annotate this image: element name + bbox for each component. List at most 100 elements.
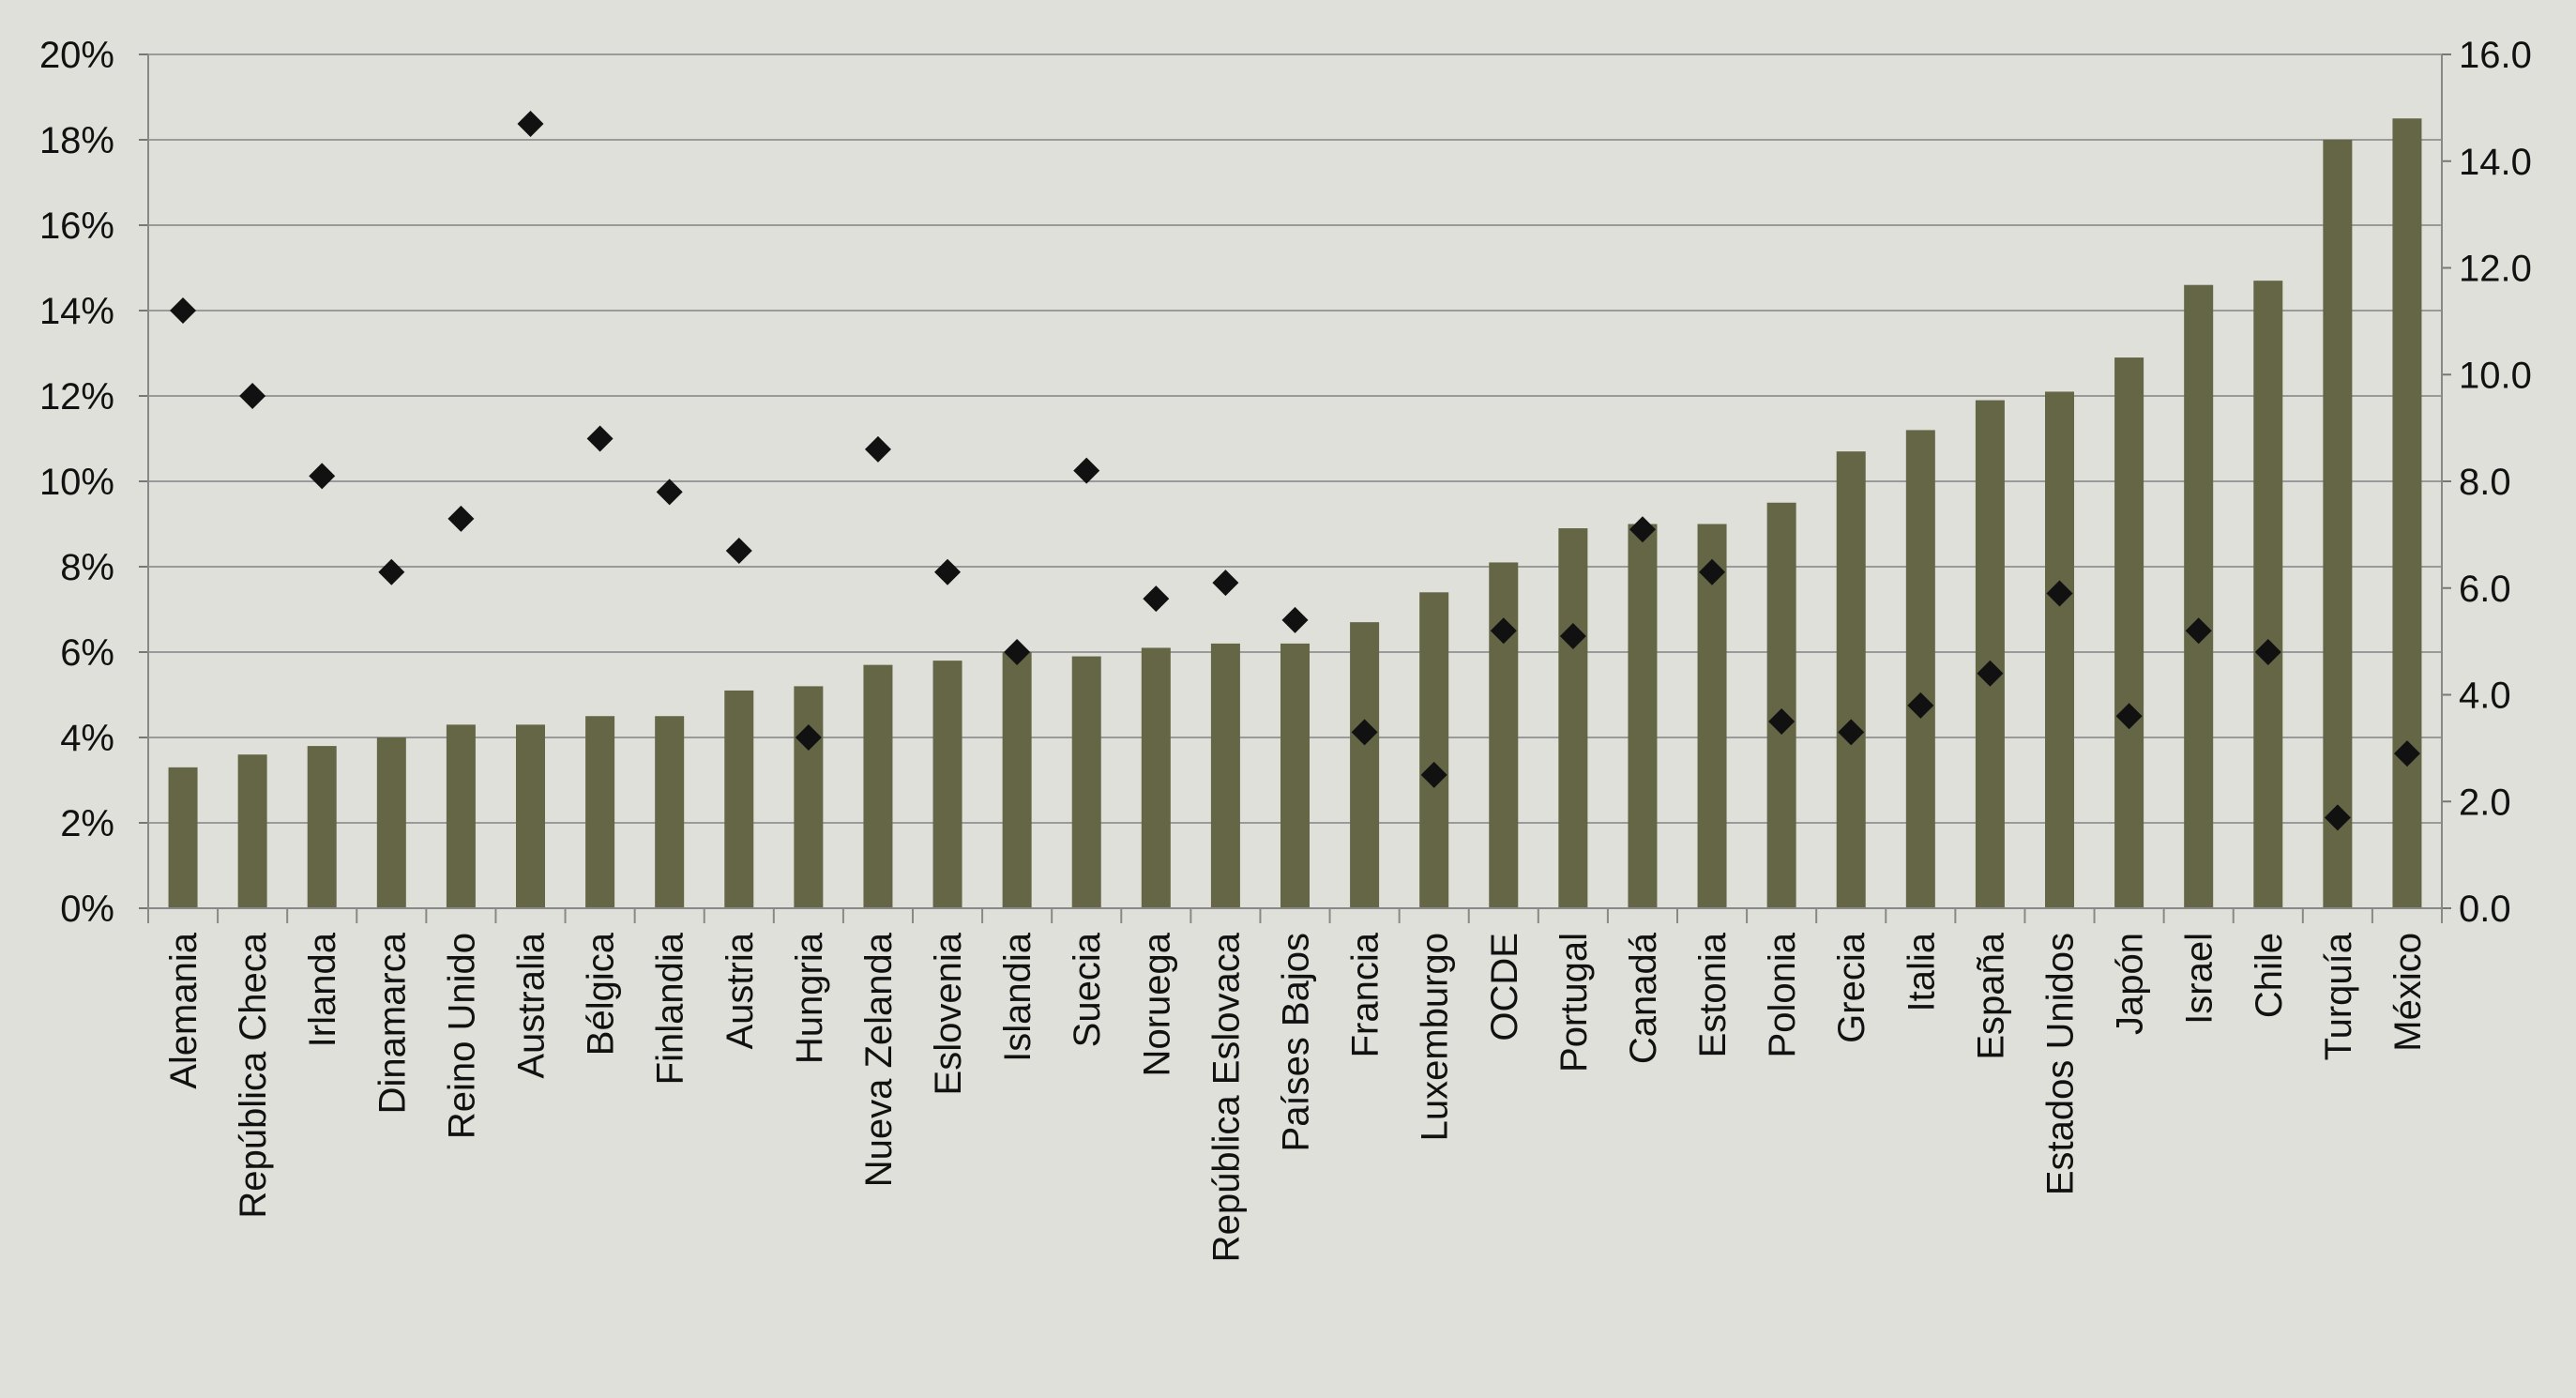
marker-point bbox=[378, 558, 405, 585]
bar bbox=[932, 661, 962, 908]
marker-point bbox=[239, 383, 266, 409]
y-right-tick-label: 4.0 bbox=[2459, 676, 2511, 717]
marker-point bbox=[1212, 570, 1239, 597]
marker-point bbox=[1490, 617, 1517, 645]
bar bbox=[863, 664, 893, 908]
x-category-label: Reino Unido bbox=[441, 933, 482, 1139]
x-category-label: Canadá bbox=[1623, 932, 1664, 1064]
x-category-label: Estonia bbox=[1692, 932, 1734, 1057]
bar bbox=[1905, 430, 1935, 908]
x-category-label: España bbox=[1970, 932, 2011, 1059]
bar bbox=[1975, 400, 2005, 908]
bar bbox=[585, 716, 615, 908]
x-category-label: Japón bbox=[2110, 933, 2151, 1035]
bar bbox=[1489, 562, 1519, 908]
marker-point bbox=[586, 425, 614, 452]
y-left-tick-label: 12% bbox=[39, 376, 114, 418]
marker-point bbox=[1143, 585, 1170, 613]
marker-point bbox=[1629, 516, 1656, 543]
marker-point bbox=[1420, 761, 1447, 788]
x-category-label: Italia bbox=[1901, 932, 1942, 1011]
marker-point bbox=[1559, 622, 1586, 649]
bar bbox=[794, 686, 824, 908]
y-right-tick-label: 8.0 bbox=[2459, 462, 2511, 503]
x-category-label: Polonia bbox=[1762, 932, 1803, 1057]
bar bbox=[1558, 528, 1588, 908]
y-left-tick-label: 4% bbox=[60, 718, 114, 759]
x-category-label: Chile bbox=[2249, 933, 2290, 1018]
bar bbox=[516, 724, 545, 908]
bar bbox=[1071, 656, 1101, 908]
marker-point bbox=[2324, 804, 2351, 831]
marker-point bbox=[725, 537, 752, 564]
x-category-label: Suecia bbox=[1067, 932, 1108, 1047]
marker-point bbox=[656, 479, 683, 506]
bar bbox=[2045, 391, 2074, 908]
marker-point bbox=[517, 110, 544, 137]
marker-point bbox=[1004, 639, 1031, 665]
marker-point bbox=[309, 463, 336, 490]
marker-point bbox=[795, 724, 822, 751]
bar bbox=[237, 754, 267, 908]
marker-point bbox=[2185, 617, 2212, 645]
bar bbox=[376, 737, 406, 908]
marker-point bbox=[864, 435, 891, 463]
marker-point bbox=[1838, 719, 1865, 746]
bar bbox=[655, 716, 685, 908]
x-category-label: Noruega bbox=[1136, 932, 1177, 1076]
y-left-tick-label: 16% bbox=[39, 205, 114, 247]
x-category-label: Islandia bbox=[997, 932, 1038, 1062]
x-category-label: Australia bbox=[511, 932, 553, 1078]
bar bbox=[1697, 524, 1727, 908]
x-category-label: Nueva Zelanda bbox=[858, 932, 900, 1187]
x-category-label: Eslovenia bbox=[928, 932, 969, 1095]
bar bbox=[2323, 140, 2353, 908]
x-category-label: Israel bbox=[2179, 933, 2220, 1025]
x-category-label: Irlanda bbox=[302, 932, 343, 1047]
marker-point bbox=[1281, 606, 1309, 633]
x-category-label: República Checa bbox=[233, 932, 274, 1218]
x-category-label: México bbox=[2387, 933, 2429, 1052]
marker-point bbox=[1073, 457, 1100, 484]
y-left-tick-label: 8% bbox=[60, 547, 114, 588]
bar bbox=[1836, 451, 1866, 908]
bar bbox=[1002, 652, 1032, 908]
x-category-label: Luxemburgo bbox=[1415, 933, 1456, 1141]
bar bbox=[1280, 643, 1310, 908]
y-left-tick-label: 18% bbox=[39, 120, 114, 161]
x-category-label: Bélgica bbox=[581, 932, 622, 1056]
y-right-tick-label: 2.0 bbox=[2459, 782, 2511, 823]
bar bbox=[724, 690, 754, 908]
y-left-tick-label: 14% bbox=[39, 291, 114, 332]
y-left-tick-label: 0% bbox=[60, 889, 114, 930]
y-right-tick-label: 0.0 bbox=[2459, 889, 2511, 930]
y-left-tick-label: 6% bbox=[60, 632, 114, 674]
marker-point bbox=[2393, 740, 2420, 767]
y-right-tick-label: 16.0 bbox=[2459, 35, 2532, 76]
x-category-label: Turquía bbox=[2318, 932, 2359, 1060]
x-category-label: Hungria bbox=[789, 932, 830, 1064]
marker-point bbox=[1907, 691, 1934, 719]
marker-point bbox=[1699, 558, 1726, 585]
x-category-label: Portugal bbox=[1553, 933, 1595, 1072]
x-category-label: Alemania bbox=[163, 932, 205, 1089]
y-right-tick-label: 6.0 bbox=[2459, 569, 2511, 610]
x-category-label: Países Bajos bbox=[1276, 933, 1317, 1151]
y-left-tick-label: 10% bbox=[39, 462, 114, 503]
marker-point bbox=[2254, 639, 2281, 665]
x-category-label: Dinamarca bbox=[371, 932, 413, 1114]
x-category-label: República Eslovaca bbox=[1205, 932, 1247, 1262]
marker-point bbox=[934, 558, 962, 585]
bar bbox=[2114, 357, 2144, 908]
x-category-label: Finlandia bbox=[650, 932, 691, 1085]
bar bbox=[1210, 643, 1240, 908]
bar bbox=[168, 767, 198, 908]
x-category-label: Grecia bbox=[1831, 932, 1872, 1043]
bar bbox=[1419, 592, 1449, 908]
y-right-tick-label: 10.0 bbox=[2459, 355, 2532, 396]
y-left-tick-label: 2% bbox=[60, 803, 114, 844]
marker-point bbox=[1768, 707, 1796, 735]
bar bbox=[2392, 118, 2422, 908]
bar bbox=[2253, 281, 2283, 908]
